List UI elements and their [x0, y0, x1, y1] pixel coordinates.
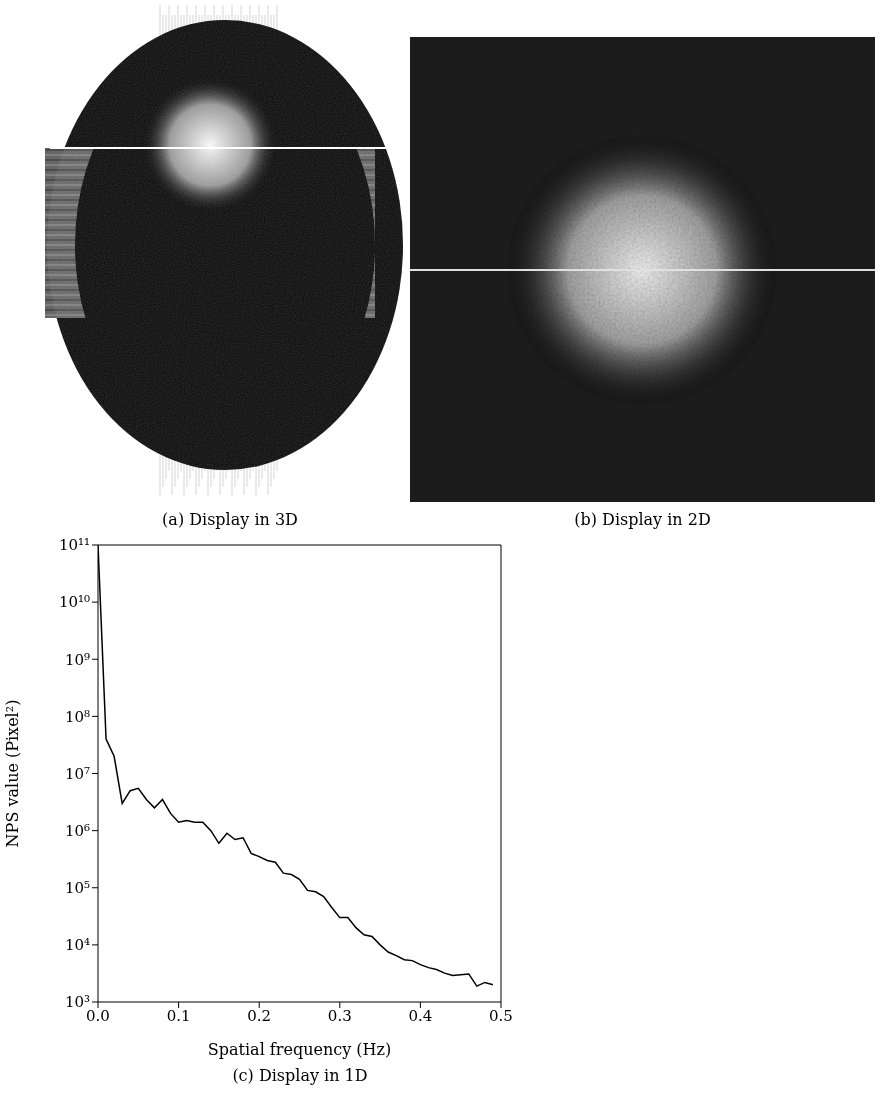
svg-text:0.4: 0.4: [408, 1007, 432, 1025]
html-text:(b) Display in 2D: (b) Display in 2D: [574, 510, 711, 529]
html-text:(c) Display in 1D: (c) Display in 1D: [232, 1066, 368, 1085]
svg-text:0.2: 0.2: [247, 1007, 271, 1025]
svg-text:0.0: 0.0: [86, 1006, 110, 1025]
svg-text:10¹⁰: 10¹⁰: [59, 593, 90, 611]
svg-text:0.1: 0.1: [167, 1007, 191, 1025]
svg-text:10³: 10³: [65, 993, 90, 1011]
svg-text:Spatial frequency (Hz): Spatial frequency (Hz): [208, 1040, 391, 1059]
svg-text:10¹¹: 10¹¹: [59, 536, 90, 554]
svg-text:NPS value (Pixel²): NPS value (Pixel²): [3, 700, 22, 848]
svg-text:10⁵: 10⁵: [65, 879, 90, 897]
svg-text:10⁹: 10⁹: [65, 651, 90, 669]
svg-text:10⁸: 10⁸: [65, 708, 90, 726]
svg-text:0.5: 0.5: [489, 1007, 513, 1025]
svg-text:10⁴: 10⁴: [65, 936, 90, 954]
svg-text:10⁶: 10⁶: [65, 822, 90, 840]
svg-text:10⁷: 10⁷: [65, 765, 90, 783]
html-text:(a) Display in 3D: (a) Display in 3D: [162, 510, 298, 529]
svg-text:0.3: 0.3: [328, 1007, 352, 1025]
